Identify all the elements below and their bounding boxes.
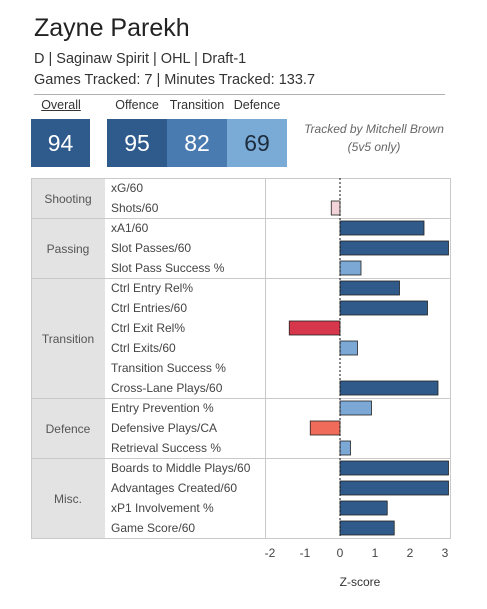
x-tick-label: -1 (300, 546, 311, 560)
metric-label: Ctrl Exit Rel% (111, 321, 186, 335)
metric-label: Defensive Plays/CA (111, 421, 218, 435)
player-name: Zayne Parekh (34, 14, 190, 42)
transition-rating-box: 82 (167, 119, 227, 167)
category-shooting: Shooting (31, 178, 105, 218)
bar (339, 440, 351, 456)
tracking-info-line: Games Tracked: 7 | Minutes Tracked: 133.… (34, 72, 316, 88)
metric-label: Game Score/60 (111, 521, 196, 535)
group-divider (105, 178, 451, 179)
x-tick-label: 2 (407, 546, 414, 560)
overall-rating-box: 94 (31, 119, 90, 167)
defence-rating-value: 69 (244, 129, 270, 156)
metric-label: xP1 Involvement % (111, 501, 214, 515)
bar (339, 260, 362, 276)
bar (339, 460, 449, 476)
metric-label: Shots/60 (111, 201, 159, 215)
offence-rating-box: 95 (107, 119, 167, 167)
category-misc: Misc. (31, 458, 105, 538)
metric-label: Cross-Lane Plays/60 (111, 381, 223, 395)
defence-label: Defence (233, 98, 281, 112)
x-tick-label: -2 (265, 546, 276, 560)
bar (309, 420, 341, 436)
x-tick-label: 0 (337, 546, 344, 560)
table-bottom-border (31, 538, 451, 539)
metric-label: Advantages Created/60 (111, 481, 238, 495)
offence-label: Offence (115, 98, 159, 112)
category-defence: Defence (31, 398, 105, 458)
metric-label: Entry Prevention % (111, 401, 214, 415)
category-passing: Passing (31, 218, 105, 278)
bar (339, 480, 449, 496)
bar (339, 280, 400, 296)
transition-rating-value: 82 (184, 129, 210, 156)
overall-rating-value: 94 (47, 129, 74, 156)
metric-label: xG/60 (111, 181, 144, 195)
group-divider (105, 218, 451, 219)
player-info-line: D | Saginaw Spirit | OHL | Draft-1 (34, 51, 247, 67)
metric-label: Transition Success % (111, 361, 226, 375)
metric-label: Ctrl Entry Rel% (111, 281, 194, 295)
bar (288, 320, 341, 336)
header-divider (34, 94, 445, 95)
group-divider (105, 278, 451, 279)
table-right-border (450, 178, 451, 538)
bar (339, 520, 395, 536)
x-axis-title: Z-score (339, 575, 381, 589)
x-tick-label: 1 (372, 546, 379, 560)
bar (330, 200, 341, 216)
group-divider (105, 458, 451, 459)
offence-rating-value: 95 (124, 129, 150, 156)
defence-rating-box: 69 (227, 119, 287, 167)
category-transition: Transition (31, 278, 105, 398)
bar (339, 500, 388, 516)
metric-label: Boards to Middle Plays/60 (111, 461, 251, 475)
bar (339, 340, 358, 356)
tracking-scope-note: (5v5 only) (347, 140, 401, 154)
plot-left-border (265, 178, 266, 538)
metric-label: xA1/60 (111, 221, 149, 235)
zscore-table: Shooting xG/60 Shots/60 Passing xA1/60 Slot P… (31, 178, 451, 539)
transition-label: Transition (169, 98, 225, 112)
metric-label: Slot Passes/60 (111, 241, 192, 255)
metric-label: Retrieval Success % (111, 441, 222, 455)
bar (339, 300, 428, 316)
table-left-border (31, 178, 32, 538)
group-divider (105, 398, 451, 399)
metric-label: Slot Pass Success % (111, 261, 225, 275)
bar (339, 400, 372, 416)
bar (339, 240, 449, 256)
bar (339, 380, 439, 396)
metric-label: Ctrl Entries/60 (111, 301, 188, 315)
bar (339, 220, 425, 236)
overall-label: Overall (41, 98, 81, 112)
x-tick-label: 3 (442, 546, 449, 560)
metric-label: Ctrl Exits/60 (111, 341, 176, 355)
tracked-by-note: Tracked by Mitchell Brown (304, 122, 444, 136)
